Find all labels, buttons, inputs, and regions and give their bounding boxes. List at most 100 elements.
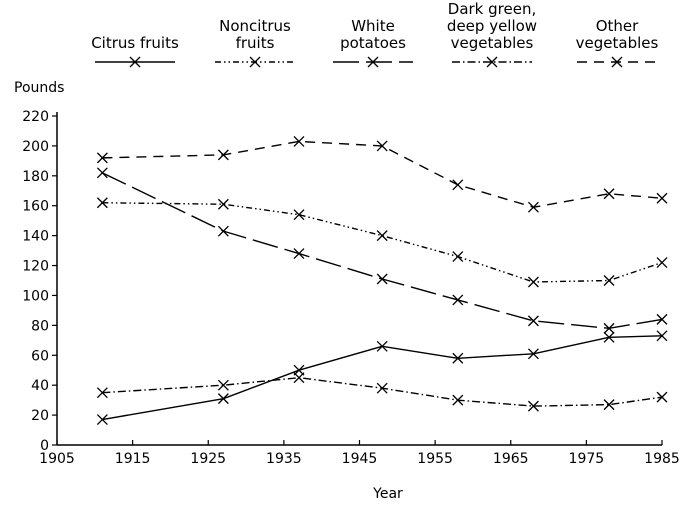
data-point [527,276,539,288]
x-tick-label: 1985 [644,451,680,467]
y-tick-label: 40 [31,378,49,394]
marker-stroke [603,188,615,200]
marker-stroke [656,257,668,269]
data-point [527,315,539,327]
data-point [603,331,615,343]
marker-stroke [527,201,539,213]
data-point [603,322,615,334]
data-point [96,414,108,426]
marker-stroke [293,372,305,384]
marker-stroke [217,149,229,161]
marker-stroke [527,348,539,360]
y-tick-label: 100 [22,288,49,304]
data-point [452,294,464,306]
series-line [102,172,663,330]
y-tick-label: 20 [31,408,49,424]
x-axis-label: Year [372,486,403,502]
marker-stroke [217,393,229,405]
marker-stroke [96,152,108,164]
marker-stroke [376,230,388,242]
marker-stroke [656,313,668,325]
marker-stroke [527,315,539,327]
data-point [376,230,388,242]
data-point [656,330,668,342]
data-point [527,201,539,213]
marker-stroke [249,56,261,68]
y-tick-label: 140 [22,229,49,245]
series-line [102,140,663,208]
marker-stroke [452,179,464,191]
y-tick-label: 180 [22,169,49,185]
marker-stroke [452,251,464,263]
data-point [603,188,615,200]
data-point [452,352,464,364]
marker-stroke [603,331,615,343]
marker-stroke [293,209,305,221]
x-tick-label: 1975 [569,451,605,467]
marker-stroke [452,394,464,406]
data-point [656,192,668,204]
legend-label: Other vegetables [575,17,659,52]
x-tick-label: 1905 [39,451,75,467]
data-point [293,135,305,147]
data-point [217,379,229,391]
legend-label: White potatoes [340,17,406,52]
y-tick-label: 160 [22,199,49,215]
marker-stroke [527,400,539,412]
y-tick-label: 120 [22,259,49,275]
marker-stroke [656,330,668,342]
x-tick-label: 1955 [417,451,453,467]
marker-stroke [217,379,229,391]
marker-stroke [96,167,108,179]
marker-stroke [452,352,464,364]
marker-stroke [603,275,615,286]
marker-stroke [611,56,623,68]
data-point [656,313,668,325]
marker-stroke [452,294,464,306]
x-tick-label: 1945 [342,451,378,467]
series-line [102,202,663,283]
legend-marker [249,56,261,68]
y-tick-label: 80 [31,318,49,334]
y-tick-label: 60 [31,348,49,364]
legend-marker [486,56,498,68]
x-tick-label: 1925 [190,451,226,467]
legend-marker [367,56,379,68]
data-point [376,273,388,285]
data-point [293,248,305,260]
data-point [656,257,668,269]
series-line [102,335,663,421]
data-point [217,225,229,237]
marker-stroke [217,225,229,237]
data-point [96,167,108,179]
x-tick-label: 1935 [266,451,302,467]
marker-stroke [376,273,388,285]
marker-stroke [367,56,379,68]
data-point [452,394,464,406]
marker-stroke [96,197,108,209]
data-point [376,382,388,394]
marker-stroke [656,192,668,204]
data-point [452,179,464,191]
data-point [527,348,539,360]
data-point [293,209,305,221]
marker-stroke [217,198,229,210]
marker-stroke [96,414,108,426]
legend-label: Noncitrus fruits [219,17,291,52]
y-axis-label: Pounds [14,80,64,96]
marker-stroke [376,382,388,394]
data-point [603,399,615,411]
x-tick-label: 1915 [115,451,151,467]
marker-stroke [603,322,615,334]
marker-stroke [486,56,498,68]
marker-stroke [603,399,615,411]
data-point [217,198,229,210]
marker-stroke [293,135,305,147]
series-line [102,377,663,407]
marker-stroke [376,140,388,152]
data-point [96,387,108,399]
data-point [603,275,615,286]
data-point [217,393,229,405]
data-point [452,251,464,263]
